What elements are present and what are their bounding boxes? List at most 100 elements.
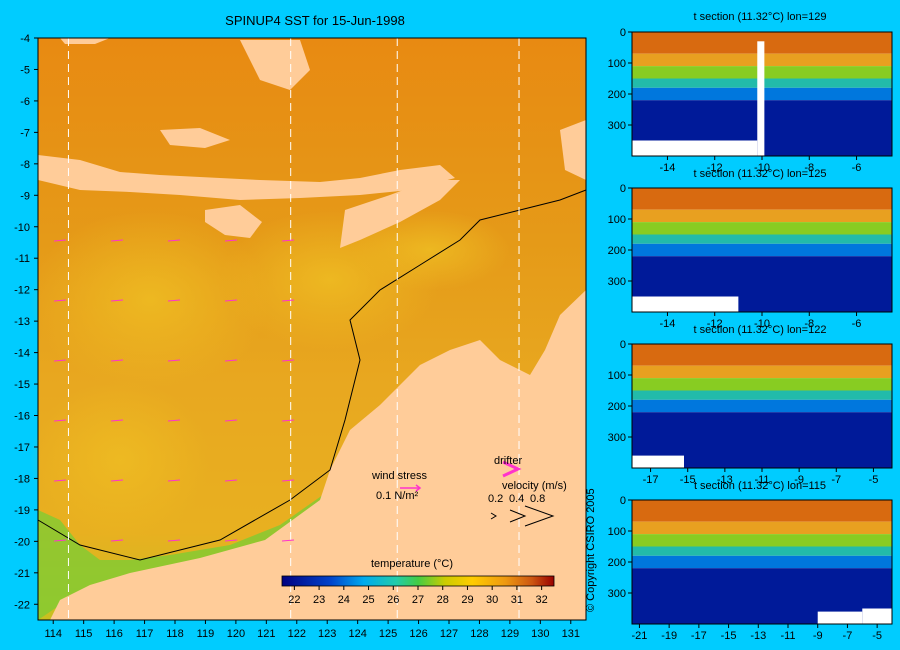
section-x-tick-label: -15 <box>680 474 696 486</box>
section-y-tick-label: 0 <box>620 183 626 195</box>
section-y-tick-label: 200 <box>608 89 626 101</box>
section-y-tick-label: 300 <box>608 588 626 600</box>
section-x-tick-label: -6 <box>852 318 862 330</box>
land-timor <box>340 180 460 248</box>
drifter-label: drifter <box>494 455 523 467</box>
map-x-tick-label: 130 <box>531 628 549 640</box>
velocity-tick: 0.2 <box>488 493 504 505</box>
colorbar-tick-label: 30 <box>486 594 498 606</box>
wind-stress-value: 0.1 N/m² <box>376 490 419 502</box>
wind-vector <box>110 359 124 362</box>
map-y-tick-label: -21 <box>14 568 30 580</box>
wind-vector <box>281 359 295 362</box>
section-seafloor <box>632 296 739 312</box>
wind-vector <box>281 539 295 542</box>
wind-vector <box>224 359 238 362</box>
section-band <box>632 243 892 257</box>
wind-vector <box>53 539 67 542</box>
velocity-arrow-icon <box>509 509 527 523</box>
wind-vector <box>224 239 238 242</box>
section-y-tick-label: 0 <box>620 27 626 39</box>
warm-eddy <box>30 380 210 540</box>
colorbar-tick-label: 23 <box>313 594 325 606</box>
colorbar-tick-label: 26 <box>387 594 399 606</box>
section-x-tick-label: -17 <box>691 630 707 642</box>
map-y-tick-label: -6 <box>20 96 30 108</box>
wind-vector <box>167 539 181 542</box>
section-band <box>632 521 892 535</box>
land-north <box>60 38 110 44</box>
map-x-tick-label: 131 <box>562 628 580 640</box>
map-y-tick-label: -19 <box>14 505 30 517</box>
wind-vector <box>281 419 295 422</box>
section-x-tick-label: -14 <box>660 318 676 330</box>
map-y-tick-label: -20 <box>14 536 30 548</box>
section-band <box>632 378 892 391</box>
copyright-notice: © Copyright CSIRO 2005 <box>585 488 597 612</box>
section-x-tick-label: -13 <box>717 474 733 486</box>
wind-vector <box>110 299 124 302</box>
map-x-tick-label: 123 <box>318 628 336 640</box>
section-panel-2: -14 -12 -10 -8 -6 0 100 200 300 <box>608 183 893 330</box>
warm-eddy <box>30 210 270 390</box>
wind-vector <box>281 299 295 302</box>
map-y-tick-label: -5 <box>20 64 30 76</box>
section-seafloor <box>757 41 765 156</box>
section-title-lon125: t section (11.32°C) lon=125 <box>693 168 827 180</box>
colorbar-tick-label: 28 <box>437 594 449 606</box>
page-title: SPINUP4 SST for 15-Jun-1998 <box>225 13 405 28</box>
section-x-tick-label: -17 <box>643 474 659 486</box>
section-y-tick-label: 300 <box>608 276 626 288</box>
section-y-tick-label: 100 <box>608 58 626 70</box>
section-x-tick-label: -21 <box>631 630 647 642</box>
map-y-tick-label: -11 <box>15 253 30 265</box>
section-band <box>632 534 892 547</box>
map-x-tick-label: 119 <box>197 628 215 640</box>
section-x-tick-label: -5 <box>872 630 882 642</box>
map-y-tick-label: -7 <box>20 127 30 139</box>
section-band <box>632 209 892 223</box>
wind-vector <box>167 479 181 482</box>
map-x-tick-label: 128 <box>470 628 488 640</box>
wind-stress-label: wind stress <box>372 470 428 482</box>
map-x-tick-label: 114 <box>44 628 62 640</box>
section-x-tick-label: -10 <box>754 318 770 330</box>
section-y-tick-label: 200 <box>608 401 626 413</box>
wind-vector <box>110 539 124 542</box>
section-x-tick-label: -11 <box>754 474 769 486</box>
section-band <box>632 234 892 244</box>
map-x-tick-label: 126 <box>409 628 427 640</box>
wind-vector <box>53 479 67 482</box>
section-band <box>632 365 892 379</box>
map-x-tick-label: 122 <box>288 628 306 640</box>
section-x-tick-label: -7 <box>831 474 841 486</box>
colorbar-tick-label: 32 <box>536 594 548 606</box>
section-band <box>632 390 892 400</box>
section-band <box>632 555 892 569</box>
section-y-tick-label: 100 <box>608 526 626 538</box>
section-y-tick-label: 300 <box>608 120 626 132</box>
section-x-tick-label: -15 <box>721 630 737 642</box>
map-frame <box>37 37 587 621</box>
map-x-tick-label: 116 <box>105 628 123 640</box>
wind-vector <box>167 299 181 302</box>
colorbar-label: temperature (°C) <box>371 558 454 570</box>
map-x-tick-label: 115 <box>75 628 93 640</box>
section-x-tick-label: -6 <box>852 162 862 174</box>
land-sumba <box>205 205 262 238</box>
wind-vector <box>110 419 124 422</box>
map-y-tick-label: -9 <box>20 190 30 202</box>
wind-vector <box>110 239 124 242</box>
section-x-tick-label: -7 <box>843 630 853 642</box>
section-y-tick-label: 100 <box>608 370 626 382</box>
wind-vector <box>53 419 67 422</box>
map-x-tick-label: 129 <box>501 628 519 640</box>
wind-vector <box>167 359 181 362</box>
section-title-lon122: t section (11.32°C) lon=122 <box>693 324 827 336</box>
section-panel-1: -14 -12 -10 -8 -6 0 100 200 300 <box>608 27 893 174</box>
section-panel-4: -21 -19 -17 -15 -13 -11 -9 -7 -5 0 100 200 300 <box>608 495 893 642</box>
section-band <box>632 188 892 210</box>
map-y-tick-label: -10 <box>14 222 30 234</box>
section-x-tick-label: -13 <box>750 630 766 642</box>
wind-vector <box>224 539 238 542</box>
